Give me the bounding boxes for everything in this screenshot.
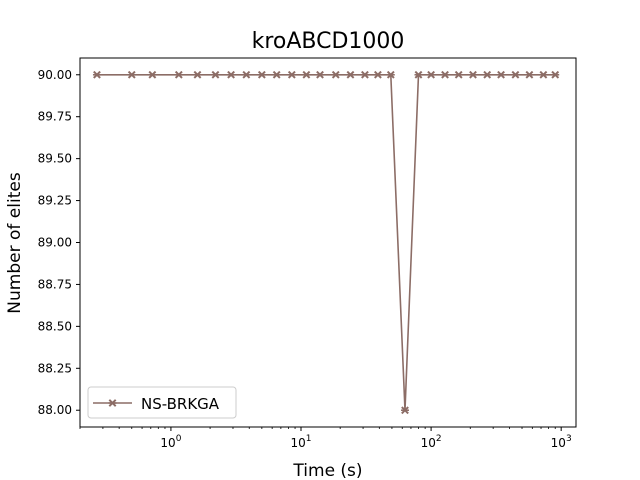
data-point — [346, 70, 355, 79]
x-tick-label: 102 — [421, 434, 442, 450]
y-axis-ticks: 88.00 88.25 88.50 88.75 89.00 89.25 89.50 89.75… — [38, 68, 80, 417]
data-point — [211, 70, 220, 79]
data-point — [302, 70, 311, 79]
legend-box — [87, 386, 237, 419]
y-tick-label: 88.00 — [38, 403, 72, 417]
y-axis-label: Number of elites — [5, 172, 25, 314]
data-point — [427, 70, 436, 79]
data-point — [525, 70, 534, 79]
data-point — [331, 70, 340, 79]
data-point — [92, 70, 101, 79]
y-tick-label: 89.25 — [38, 194, 72, 208]
plot-frame — [79, 57, 577, 428]
y-tick-label: 88.50 — [38, 319, 72, 333]
data-point — [497, 70, 506, 79]
x-tick-label: 101 — [291, 434, 312, 450]
data-point — [257, 70, 266, 79]
y-tick-label: 90.00 — [38, 68, 72, 82]
data-point — [360, 70, 369, 79]
y-tick-label: 89.75 — [38, 110, 72, 124]
data-point — [551, 70, 560, 79]
legend-marker — [108, 399, 117, 407]
data-point — [127, 70, 136, 79]
data-point — [227, 70, 236, 79]
data-point — [400, 406, 409, 415]
data-point — [316, 70, 325, 79]
data-point — [386, 70, 395, 79]
data-point — [193, 70, 202, 79]
y-tick-label: 88.25 — [38, 361, 72, 375]
data-point — [441, 70, 450, 79]
x-axis-label: Time (s) — [292, 461, 362, 480]
y-tick-label: 89.00 — [38, 236, 72, 250]
data-point — [148, 70, 157, 79]
data-point — [511, 70, 520, 79]
series-markers — [92, 70, 560, 415]
y-tick-label: 89.50 — [38, 152, 72, 166]
legend-label: NS-BRKGA — [141, 395, 220, 413]
data-point — [469, 70, 478, 79]
data-point — [272, 70, 281, 79]
data-point — [454, 70, 463, 79]
data-point — [483, 70, 492, 79]
series-lines — [96, 73, 556, 411]
data-point — [174, 70, 183, 79]
y-tick-label: 88.75 — [38, 277, 72, 291]
x-axis-ticks: 100 101 102 103 — [79, 427, 572, 450]
x-tick-label: 100 — [160, 434, 181, 450]
data-point — [539, 70, 548, 79]
data-point — [242, 70, 251, 79]
legend: NS-BRKGA — [87, 386, 237, 419]
series-line — [96, 73, 556, 411]
data-point — [414, 70, 423, 79]
data-point — [287, 70, 296, 79]
x-tick-label: 103 — [551, 434, 572, 450]
data-point — [373, 70, 382, 79]
chart-title: kroABCD1000 — [252, 29, 405, 54]
